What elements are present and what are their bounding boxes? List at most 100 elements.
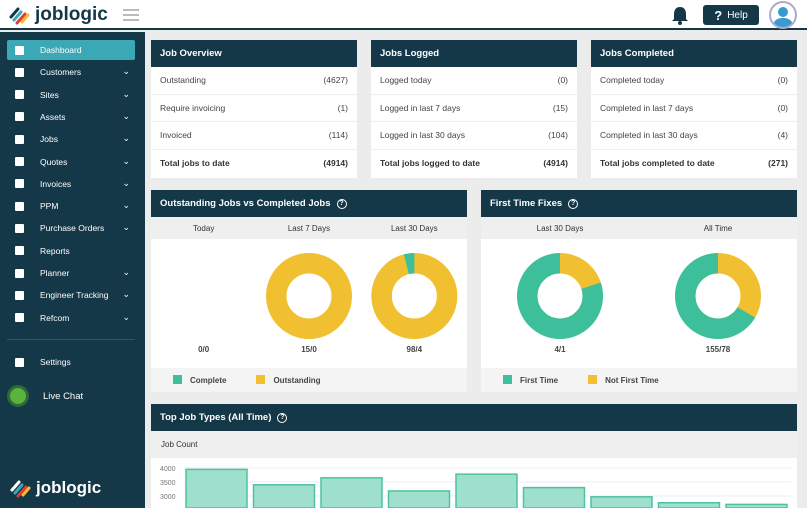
chevron-down-icon[interactable]: ⌄ (122, 267, 130, 277)
document-icon (15, 223, 24, 233)
donut-slice-complete[interactable] (516, 252, 604, 340)
stat-total-row: Total jobs logged to date (4914) (380, 158, 568, 169)
donut-charts (516, 252, 762, 340)
stat-row[interactable]: Logged in last 7 days (15) (371, 95, 577, 122)
logo[interactable]: joblogic (8, 4, 108, 26)
chevron-down-icon[interactable]: ⌄ (122, 311, 130, 322)
help-circle-icon[interactable]: ? (277, 412, 288, 423)
sidebar-item-ppm[interactable]: PPM ⌄ (7, 196, 135, 216)
donut-label: 98/4 (406, 345, 423, 354)
sidebar-item-quotes[interactable]: Quotes ⌄ (7, 152, 135, 172)
stat-label: Completed in last 30 days (600, 130, 698, 141)
legend-item[interactable]: Complete (173, 375, 226, 385)
top-job-types-card: Top Job Types (All Time)? Job Count 4000… (151, 404, 797, 508)
help-circle-icon[interactable]: ? (568, 198, 579, 209)
donut-slice-complete[interactable] (674, 252, 762, 340)
donut-slice-complete[interactable] (370, 252, 458, 340)
bar[interactable] (522, 486, 586, 508)
column-header: Last 30 Days (536, 223, 584, 233)
building-icon (15, 90, 24, 100)
sidebar-item-assets[interactable]: Assets ⌄ (7, 107, 135, 127)
sidebar-item-dashboard[interactable]: Dashboard (7, 40, 135, 60)
chevron-down-icon[interactable]: ⌄ (122, 133, 130, 144)
donut-chart (370, 252, 459, 340)
column-header: All Time (703, 223, 733, 233)
chevron-down-icon[interactable]: ⌄ (122, 200, 130, 211)
jobs-logged-card: Jobs Logged Logged today (0) Logged in last… (371, 40, 577, 178)
report-icon (15, 246, 24, 256)
bar[interactable] (185, 468, 248, 508)
sidebar-item-label: Purchase Orders (40, 223, 105, 234)
sidebar-item-jobs[interactable]: Jobs ⌄ (7, 129, 135, 149)
sidebar-item-sites[interactable]: Sites ⌄ (7, 85, 135, 105)
stat-row[interactable]: Logged in last 30 days (104) (371, 122, 577, 150)
stat-value: (104) (548, 130, 568, 141)
menu-toggle-button[interactable] (123, 9, 139, 21)
column-header: Last 30 Days (390, 223, 438, 233)
stat-row[interactable]: Completed today (0) (591, 67, 797, 95)
sidebar-item-refcom[interactable]: Refcom ⌄ (7, 308, 135, 328)
chevron-down-icon[interactable]: ⌄ (122, 222, 130, 233)
sidebar-item-label: Engineer Tracking (40, 290, 109, 301)
stat-row[interactable]: Outstanding (4627) (151, 67, 357, 95)
sidebar: Dashboard Customers ⌄ Sites ⌄ Assets ⌄ Jobs ⌄ Quo… (0, 32, 145, 508)
chevron-down-icon[interactable]: ⌄ (122, 88, 130, 99)
sidebar-item-purchase-orders[interactable]: Purchase Orders ⌄ (7, 218, 135, 238)
sidebar-item-customers[interactable]: Customers ⌄ (7, 62, 135, 82)
chevron-down-icon[interactable]: ⌄ (122, 177, 130, 188)
sidebar-item-label: PPM (40, 201, 59, 212)
avatar[interactable] (769, 1, 797, 29)
chevron-down-icon[interactable]: ⌄ (122, 110, 130, 121)
sidebar-item-label: Refcom (40, 312, 70, 323)
stat-total-row: Total jobs to date (4914) (160, 158, 348, 169)
logo-icon (9, 7, 30, 25)
stat-total-row: Total jobs completed to date (271) (600, 158, 788, 169)
bell-icon[interactable] (671, 6, 689, 25)
stat-row[interactable]: Invoiced (114) (151, 122, 357, 150)
chevron-down-icon[interactable]: ⌄ (122, 289, 130, 300)
help-circle-icon[interactable]: ? (336, 198, 347, 209)
stat-row[interactable]: Completed in last 7 days (0) (591, 95, 797, 122)
donut-chart (674, 252, 762, 340)
legend-item[interactable]: Not First Time (588, 375, 659, 385)
sidebar-item-engineer-tracking[interactable]: Engineer Tracking ⌄ (7, 285, 135, 305)
y-tick-label: 4000 (160, 466, 176, 473)
stat-row[interactable]: Require invoicing (1) (151, 95, 357, 122)
bar[interactable] (387, 490, 451, 508)
sidebar-item-label: Planner (40, 268, 70, 278)
cylinder-icon (15, 313, 24, 323)
card-title: Jobs Logged (380, 48, 440, 59)
help-button[interactable]: ? Help (703, 5, 759, 25)
donut-label: 155/78 (705, 345, 731, 354)
legend-swatch (503, 375, 512, 384)
sidebar-item-settings[interactable]: Settings (7, 352, 135, 372)
sidebar-item-reports[interactable]: Reports (7, 241, 135, 261)
stat-row[interactable]: Logged today (0) (371, 67, 577, 95)
bar[interactable] (590, 496, 653, 508)
legend-item[interactable]: First Time (503, 375, 558, 385)
card-title: Outstanding Jobs vs Completed Jobs (160, 198, 331, 209)
top-header: joblogic ? Help (0, 0, 807, 30)
bar[interactable] (725, 503, 788, 508)
stat-row[interactable]: Completed in last 30 days (4) (591, 122, 797, 150)
bar[interactable] (320, 477, 383, 508)
legend-item[interactable]: Outstanding (256, 375, 321, 385)
live-chat-button[interactable]: Live Chat (7, 385, 83, 407)
donut-slice-outstanding[interactable] (265, 252, 353, 340)
stat-label: Require invoicing (160, 102, 226, 113)
chevron-down-icon[interactable]: ⌄ (122, 66, 130, 77)
clipboard-icon (15, 157, 24, 166)
bar[interactable] (657, 501, 721, 508)
sidebar-item-label: Jobs (40, 134, 58, 145)
stat-value: (0) (557, 75, 568, 86)
stat-label: Completed in last 7 days (600, 102, 694, 113)
chevron-down-icon[interactable]: ⌄ (122, 155, 130, 166)
bar[interactable] (252, 484, 316, 508)
sidebar-item-planner[interactable]: Planner ⌄ (7, 263, 135, 283)
sidebar-item-invoices[interactable]: Invoices ⌄ (7, 174, 135, 194)
live-chat-label: Live Chat (43, 390, 84, 402)
dashboard-icon (15, 45, 24, 55)
stat-value: (114) (328, 130, 348, 141)
bar[interactable] (455, 473, 518, 508)
column-header: Last 7 Days (287, 223, 331, 233)
